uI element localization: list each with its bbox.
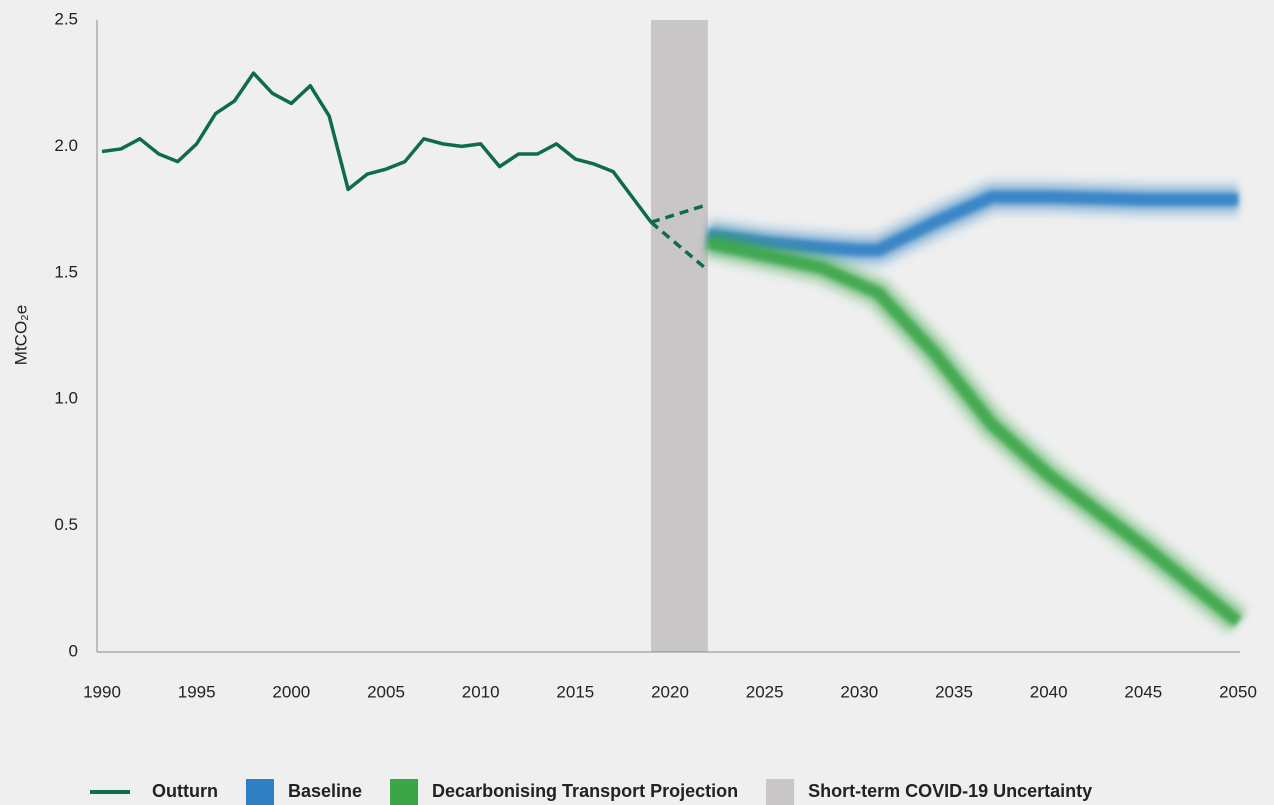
- x-tick-label: 2045: [1124, 682, 1162, 701]
- x-tick-label: 2035: [935, 682, 973, 701]
- legend-swatch: [766, 779, 795, 805]
- x-tick-label: 1990: [83, 682, 121, 701]
- line: [101, 71, 653, 224]
- y-tick-label: 0: [69, 641, 78, 660]
- band-line: [706, 236, 1242, 627]
- x-tick-label: 2015: [556, 682, 594, 701]
- dashed-line: [650, 202, 709, 224]
- y-tick-label: 2.5: [54, 9, 78, 28]
- x-tick-label: 2030: [840, 682, 878, 701]
- x-tick-label: 2000: [272, 682, 310, 701]
- x-tick-label: 2025: [746, 682, 784, 701]
- x-tick-label: 2050: [1219, 682, 1257, 701]
- y-tick-label: 1.5: [54, 262, 78, 281]
- covid-band: [651, 20, 708, 652]
- dashed-line: [649, 220, 709, 272]
- x-tick-label: 2005: [367, 682, 405, 701]
- legend-swatch: [390, 779, 419, 805]
- y-axis-label: MtCO₂e: [11, 305, 30, 365]
- x-tick-label: 1995: [178, 682, 216, 701]
- legend-label: Short-term COVID-19 Uncertainty: [808, 781, 1092, 801]
- x-tick-label: 2020: [651, 682, 689, 701]
- legend-label: Outturn: [152, 781, 218, 801]
- y-tick-label: 0.5: [54, 515, 78, 534]
- x-tick-label: 2040: [1030, 682, 1068, 701]
- legend-swatch: [245, 779, 274, 805]
- legend-label: Decarbonising Transport Projection: [432, 781, 738, 801]
- y-tick-label: 1.0: [54, 389, 78, 408]
- x-tick-label: 2010: [462, 682, 500, 701]
- legend-label: Baseline: [288, 781, 362, 801]
- y-tick-label: 2.0: [54, 136, 78, 155]
